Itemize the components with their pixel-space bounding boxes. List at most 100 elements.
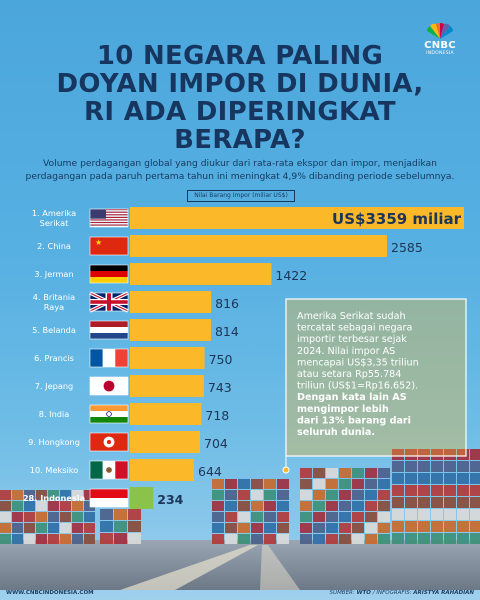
shipping-container — [365, 523, 377, 533]
source-prefix: SUMBER: — [329, 590, 357, 596]
us-flag-icon — [89, 208, 129, 228]
shipping-container — [48, 523, 59, 533]
shipping-container — [0, 512, 11, 522]
shipping-container — [128, 509, 141, 520]
shipping-container — [431, 497, 443, 508]
shipping-container — [238, 512, 250, 522]
shipping-container — [225, 534, 237, 544]
shipping-container — [431, 449, 443, 460]
shipping-container — [352, 501, 364, 511]
shipping-container — [326, 479, 338, 489]
shipping-container — [431, 473, 443, 484]
japan-flag-icon — [89, 376, 129, 396]
shipping-container — [264, 490, 276, 500]
callout-box — [285, 298, 467, 457]
logo-subtext: INDONESIA — [426, 51, 454, 56]
shipping-container — [300, 468, 312, 478]
shipping-container — [457, 509, 469, 520]
shipping-container — [326, 468, 338, 478]
shipping-container — [60, 534, 71, 544]
shipping-container — [300, 534, 312, 544]
shipping-container — [470, 485, 480, 496]
shipping-container — [339, 512, 351, 522]
callout-line-bold: seluruh dunia. — [297, 427, 375, 438]
value-label: 814 — [215, 324, 239, 339]
shipping-container — [72, 501, 83, 511]
page-title: 10 NEGARA PALING DOYAN IMPOR DI DUNIA, R… — [20, 42, 460, 154]
shipping-container — [444, 509, 456, 520]
infographic-prefix: / INFOGRAFIS: — [370, 590, 414, 596]
shipping-container — [470, 449, 480, 460]
shipping-container — [405, 485, 417, 496]
shipping-container — [326, 523, 338, 533]
shipping-container — [212, 534, 224, 544]
shipping-container — [418, 473, 430, 484]
shipping-container — [352, 512, 364, 522]
shipping-container — [225, 512, 237, 522]
value-label: 2585 — [391, 240, 423, 255]
shipping-container — [212, 501, 224, 511]
shipping-container — [326, 490, 338, 500]
shipping-container — [365, 501, 377, 511]
shipping-container — [36, 534, 47, 544]
category-label: 9. Hongkong — [28, 437, 80, 447]
shipping-container — [212, 479, 224, 489]
value-label: 743 — [208, 380, 232, 395]
shipping-container — [365, 490, 377, 500]
shipping-container — [431, 509, 443, 520]
shipping-container — [339, 479, 351, 489]
container-stacks — [0, 449, 480, 544]
shipping-container — [457, 449, 469, 460]
shipping-container — [405, 473, 417, 484]
shipping-container — [72, 534, 83, 544]
shipping-container — [365, 479, 377, 489]
bar — [130, 431, 201, 453]
shipping-container — [12, 512, 23, 522]
shipping-container — [24, 534, 35, 544]
title-line: BERAPA? — [174, 125, 306, 155]
category-label: 7. Jepang — [35, 381, 73, 391]
germany-flag-icon — [89, 264, 129, 284]
shipping-container — [277, 479, 289, 489]
shipping-container — [405, 461, 417, 472]
shipping-container — [264, 501, 276, 511]
shipping-container — [128, 533, 141, 544]
shipping-container — [277, 512, 289, 522]
shipping-container — [470, 509, 480, 520]
shipping-container — [48, 490, 59, 500]
category-label: 4. Britania Raya — [33, 292, 75, 312]
shipping-container — [313, 501, 325, 511]
category-label: 10. Meksiko — [30, 465, 78, 475]
cnbc-logo: CNBC INDONESIA — [417, 22, 463, 62]
value-label: 816 — [215, 296, 239, 311]
shipping-container — [392, 533, 404, 544]
shipping-container — [405, 509, 417, 520]
callout-line: tercatat sebagai negara — [297, 323, 412, 334]
shipping-container — [352, 479, 364, 489]
shipping-container — [12, 501, 23, 511]
shipping-container — [470, 521, 480, 532]
shipping-container — [457, 461, 469, 472]
shipping-container — [84, 490, 95, 500]
shipping-container — [339, 490, 351, 500]
shipping-container — [339, 523, 351, 533]
shipping-container — [60, 512, 71, 522]
shipping-container — [251, 490, 263, 500]
shipping-container — [36, 523, 47, 533]
shipping-container — [470, 497, 480, 508]
shipping-container — [238, 534, 250, 544]
shipping-container — [378, 468, 390, 478]
shipping-container — [84, 523, 95, 533]
callout-line: atau setara Rp55.784 — [297, 369, 401, 380]
bar — [130, 347, 205, 369]
shipping-container — [405, 521, 417, 532]
callout-line: importir terbesar sejak — [297, 334, 407, 345]
shipping-container — [72, 490, 83, 500]
callout-line: triliun (US$1=Rp16.652). — [297, 381, 418, 392]
callout-line-bold: mengimpor lebih — [297, 404, 389, 415]
shipping-container — [352, 468, 364, 478]
value-label: 750 — [209, 352, 233, 367]
shipping-container — [12, 523, 23, 533]
footer-source: SUMBER: WTO / INFOGRAFIS: ARISTYA RAHADI… — [330, 590, 474, 596]
